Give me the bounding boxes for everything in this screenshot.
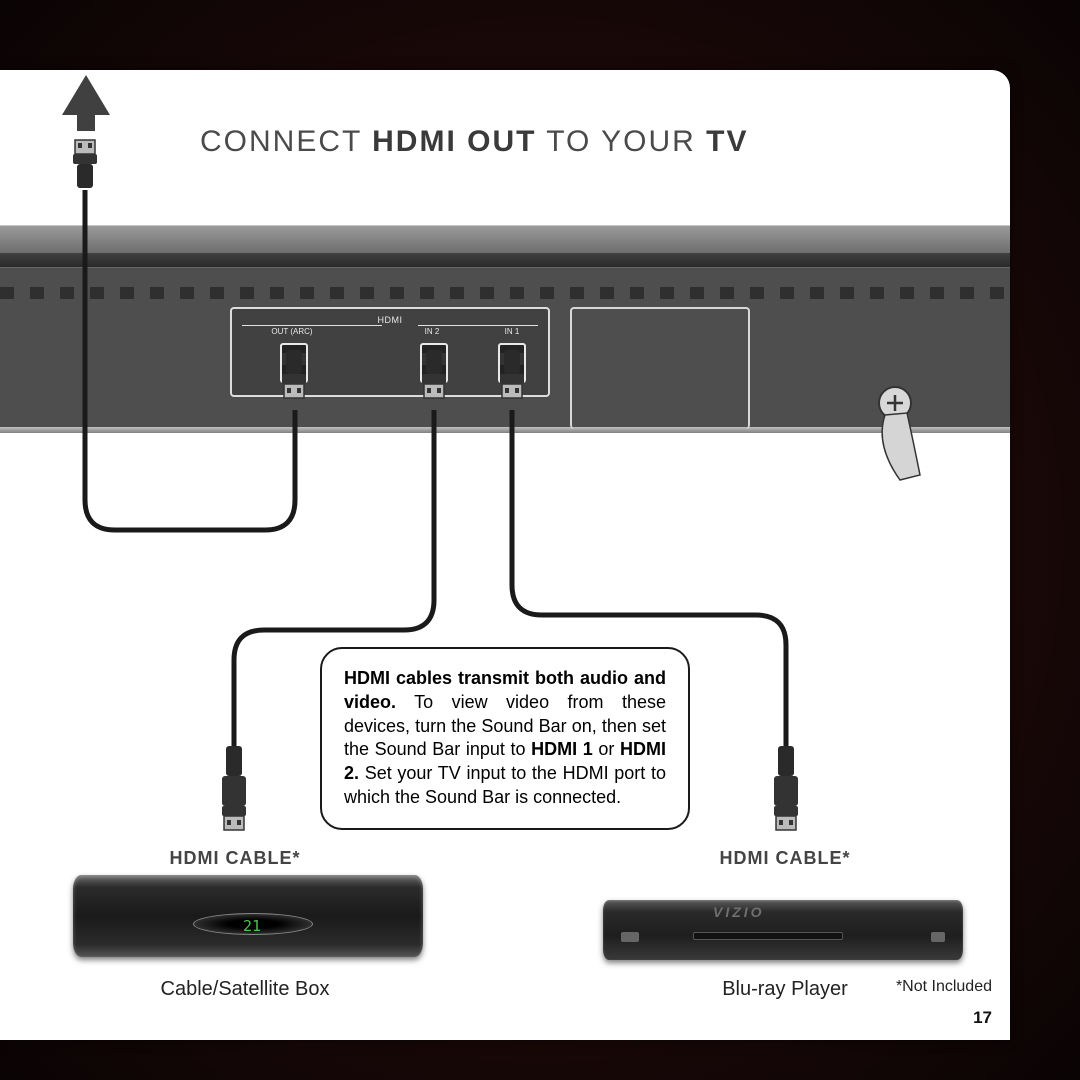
hdmi-plug-top-icon	[71, 138, 99, 190]
manual-page: CONNECT HDMI OUT TO YOUR TV HDMI OUT (AR…	[0, 70, 1010, 1040]
port-label-in2: IN 2	[402, 327, 462, 336]
hdmi-plug-right-device-icon	[772, 746, 800, 834]
page-number: 17	[973, 1008, 992, 1028]
info-note: HDMI cables transmit both audio and vide…	[320, 647, 690, 830]
arrow-head-icon	[62, 75, 110, 115]
cable-satellite-box-icon: 21	[73, 875, 423, 957]
info-text-2: or	[593, 739, 620, 759]
soundbar-foot-icon	[865, 385, 945, 485]
cable-label-left: HDMI CABLE*	[95, 848, 375, 869]
bluray-player-icon: VIZIO	[603, 900, 963, 960]
title-part-1: CONNECT	[200, 125, 372, 158]
info-bold-2: HDMI 1	[531, 739, 593, 759]
hdmi-plug-out-icon	[280, 350, 308, 414]
title-part-3: TO YOUR	[536, 125, 706, 158]
cable-label-right: HDMI CABLE*	[645, 848, 925, 869]
hdmi-plug-left-device-icon	[220, 746, 248, 834]
port-label-out-arc: OUT (ARC)	[262, 327, 322, 336]
footnote: *Not Included	[896, 978, 992, 996]
port-label-in1: IN 1	[482, 327, 542, 336]
cable-box-display: 21	[243, 917, 271, 933]
bluray-brand: VIZIO	[713, 904, 765, 920]
hdmi-plug-in1-icon	[498, 350, 526, 414]
arrow-stem	[77, 113, 95, 131]
title-part-4: TV	[706, 125, 748, 158]
device-label-right: Blu-ray Player	[635, 978, 935, 1001]
page-title: CONNECT HDMI OUT TO YOUR TV	[200, 125, 749, 159]
title-part-2: HDMI OUT	[372, 125, 536, 158]
soundbar-right-panel	[570, 307, 750, 429]
hdmi-plug-in2-icon	[420, 350, 448, 414]
device-label-left: Cable/Satellite Box	[95, 978, 395, 1001]
hdmi-group-label: HDMI	[378, 315, 403, 325]
arrow-to-tv	[62, 75, 110, 131]
info-text-3: Set your TV input to the HDMI port to wh…	[344, 763, 666, 807]
